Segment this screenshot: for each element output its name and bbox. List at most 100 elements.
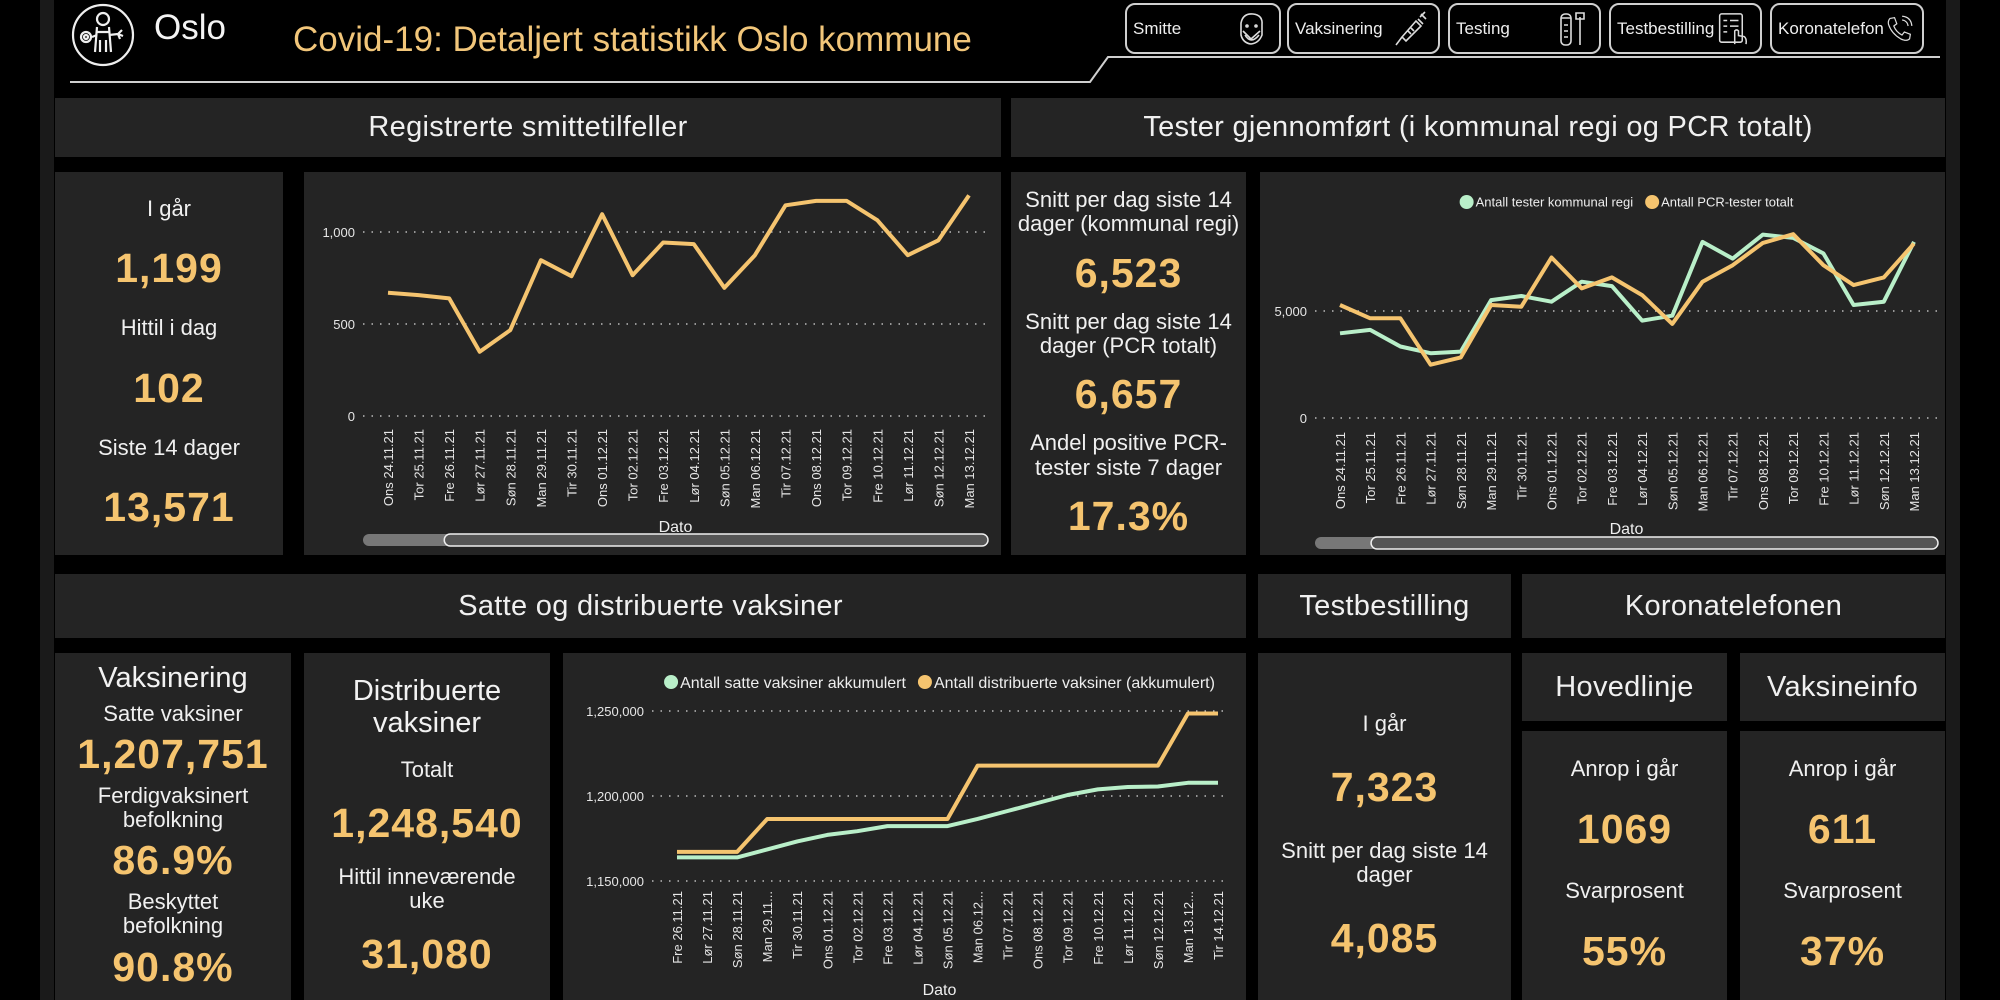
tester-kpi-card: Snitt per dag siste 14 dager (kommunal r…: [1011, 172, 1246, 555]
nav-button-vaksinering[interactable]: Vaksinering: [1287, 3, 1440, 54]
window-edge-left: [40, 0, 54, 1000]
x-tick-label: Ons 08.12.21: [1031, 891, 1046, 969]
hovedlinje-rate-label: Svarprosent: [1565, 877, 1684, 903]
nav-button-testing[interactable]: Testing: [1448, 3, 1601, 54]
x-tick-label: Tor 09.12.21: [840, 429, 855, 501]
y-tick-label: 0: [348, 409, 355, 424]
chart-smittetilfeller: 0 500 1,000 Ons 24.11.21 Tor 25.11.21 Fre 26.…: [304, 172, 1001, 555]
x-tick-label: Tir 30.11.21: [564, 429, 579, 497]
section-header-tester: Tester gjennomført (i kommunal regi og P…: [1011, 98, 1945, 157]
x-tick-label: Tir 30.11.21: [790, 891, 805, 959]
nav-label: Testing: [1456, 18, 1510, 38]
x-tick-label: Lør 27.11.21: [1424, 432, 1439, 505]
satte-label: Satte vaksiner: [103, 700, 243, 726]
vaksinering-title: Vaksinering: [98, 662, 248, 695]
x-tick-label: Søn 05.12.21: [1665, 432, 1680, 510]
nav-button-smitte[interactable]: Smitte: [1125, 3, 1281, 54]
vaksineinfo-rate-value: 37%: [1799, 927, 1886, 974]
kpi-label-14dager: Siste 14 dager: [98, 434, 240, 460]
totalt-value: 1,248,540: [331, 800, 523, 847]
y-tick-label: 500: [333, 317, 355, 332]
scrollbar-thumb[interactable]: [1370, 536, 1939, 550]
scrollbar-thumb[interactable]: [443, 533, 989, 547]
x-tick-label: Ons 01.12.21: [595, 429, 610, 507]
x-tick-label: Ons 01.12.21: [1544, 432, 1559, 510]
vaksineinfo-card: Anrop i går 611 Svarprosent 37%: [1740, 731, 1945, 1000]
x-tick-label: Fre 10.12.21: [1091, 891, 1106, 965]
x-tick-label: Man 06.12.21: [1696, 432, 1711, 512]
x-tick-label: Tir 30.11.21: [1514, 432, 1529, 500]
x-tick-label: Tor 02.12.21: [850, 891, 865, 963]
vaksineinfo-header: Vaksineinfo: [1740, 653, 1945, 721]
kpi-value-pcr: 6,657: [1074, 371, 1183, 418]
nav-label: Smitte: [1133, 18, 1182, 38]
x-tick-label: Lør 11.12.21: [901, 429, 916, 502]
x-tick-label: Tor 09.12.21: [1786, 432, 1801, 504]
x-tick-label: Tor 25.11.21: [1363, 432, 1378, 503]
kpi-value-igar: 1,199: [115, 245, 223, 292]
legend-marker: [664, 675, 679, 689]
legend-label: Antall distribuerte vaksiner (akkumulert…: [934, 675, 1215, 692]
header-divider-line: [70, 56, 1940, 83]
testbestilling-snitt-value: 4,085: [1330, 915, 1439, 962]
chart-vaksiner: 1,150,000 1,200,000 1,250,000 Fre 26.11.21 L…: [563, 653, 1246, 1000]
smitte-kpi-card: I går 1,199 Hittil i dag 102 Siste 14 da…: [55, 172, 283, 555]
x-tick-label: Søn 12.12.21: [1151, 891, 1166, 969]
x-tick-label: Søn 28.11.21: [503, 429, 518, 506]
hovedlinje-rate-value: 55%: [1581, 927, 1668, 974]
beskyttet-value: 90.8%: [112, 943, 234, 990]
y-tick-label: 1,250,000: [586, 704, 644, 719]
kpi-value-14dager: 13,571: [103, 483, 235, 530]
section-header-testbestilling: Testbestilling: [1258, 574, 1511, 638]
vaksineinfo-rate-label: Svarprosent: [1783, 877, 1902, 903]
series-line: [1339, 232, 1916, 367]
hovedlinje-card: Anrop i går 1069 Svarprosent 55%: [1522, 731, 1727, 1000]
ferdig-label: Ferdigvaksinert befolkning: [97, 782, 249, 832]
section-header-vaksiner: Satte og distribuerte vaksiner: [55, 574, 1246, 638]
x-tick-label: Fre 10.12.21: [1816, 432, 1831, 506]
x-tick-label: Lør 04.12.21: [910, 891, 925, 965]
x-tick-label: Fre 26.11.21: [442, 429, 457, 502]
satte-value: 1,207,751: [77, 731, 269, 778]
clipboard-hand-icon: [1719, 12, 1748, 44]
vaksinering-card: Vaksinering Satte vaksiner 1,207,751 Fer…: [55, 653, 291, 1000]
hovedlinje-header: Hovedlinje: [1522, 653, 1727, 721]
kpi-label-andel: Andel positive PCR-tester siste 7 dager: [1030, 430, 1227, 480]
x-tick-label: Ons 08.12.21: [809, 429, 824, 507]
uke-label: Hittil inneværende uke: [338, 864, 516, 914]
x-tick-label: Ons 24.11.21: [381, 429, 396, 506]
hovedlinje-calls-value: 1069: [1576, 806, 1673, 853]
legend-label: Antall tester kommunal regi: [1476, 195, 1634, 210]
nav-label: Koronatelefon: [1778, 18, 1884, 38]
testbestilling-card: I går 7,323 Snitt per dag siste 14 dager…: [1258, 653, 1511, 1000]
x-tick-label: Ons 01.12.21: [820, 891, 835, 969]
legend-label: Antall PCR-tester totalt: [1661, 195, 1794, 210]
x-tick-label: Fre 03.12.21: [656, 429, 671, 503]
testbestilling-snitt-label: Snitt per dag siste 14 dager: [1281, 837, 1488, 887]
kpi-value-andel: 17.3%: [1067, 492, 1190, 539]
phone-icon: [1887, 15, 1913, 41]
kpi-label-pcr: Snitt per dag siste 14 dager (PCR totalt…: [1025, 308, 1232, 358]
x-tick-label: Tir 07.12.21: [779, 429, 794, 498]
x-tick-label: Fre 03.12.21: [1605, 432, 1620, 506]
vaksineinfo-calls-value: 611: [1807, 806, 1878, 853]
window-edge-right: [1946, 0, 1960, 1000]
nav-button-koronatelefon[interactable]: Koronatelefon: [1770, 3, 1924, 54]
nav-button-testbestilling[interactable]: Testbestilling: [1609, 3, 1762, 54]
uke-value: 31,080: [361, 931, 493, 978]
x-tick-label: Tir 07.12.21: [1001, 891, 1016, 960]
ferdig-value: 86.9%: [112, 837, 234, 884]
y-tick-label: 0: [1300, 411, 1307, 426]
x-tick-label: Tor 25.11.21: [412, 429, 427, 500]
x-tick-label: Man 13.12.21: [962, 429, 977, 509]
x-tick-label: Man 29.11.21: [1484, 432, 1499, 511]
x-tick-label: Tor 02.12.21: [1575, 432, 1590, 504]
x-tick-label: Fre 03.12.21: [880, 891, 895, 965]
page-title: Covid-19: Detaljert statistikk Oslo komm…: [293, 20, 972, 59]
kpi-label-kommunal: Snitt per dag siste 14 dager (kommunal r…: [1017, 187, 1240, 237]
section-header-koronatelefonen: Koronatelefonen: [1522, 574, 1945, 638]
nav-label: Vaksinering: [1295, 18, 1383, 38]
x-tick-label: Tir 14.12.21: [1211, 891, 1226, 960]
x-tick-label: Ons 08.12.21: [1756, 432, 1771, 510]
y-tick-label: 1,150,000: [586, 874, 644, 889]
